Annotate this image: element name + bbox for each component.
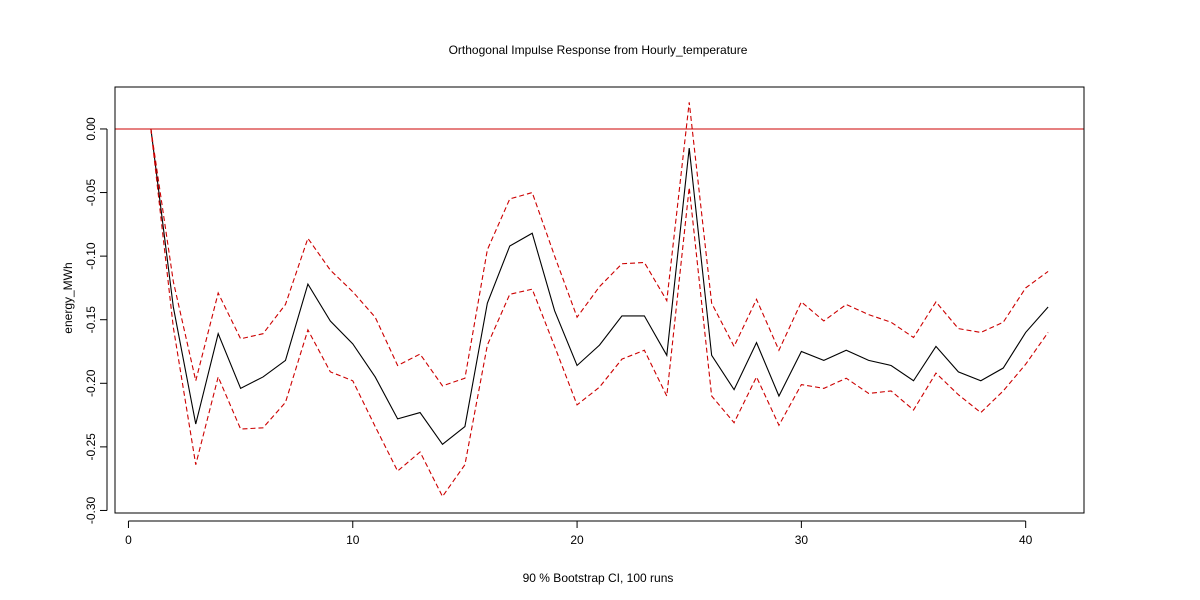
y-axis: 0.00 -0.05 -0.10 -0.15 -0.20 -0.25 -0.30 (84, 117, 108, 524)
x-axis: 0 10 20 30 40 (125, 520, 1033, 547)
series-layer (150, 102, 1049, 498)
y-tick-label: 0.00 (84, 117, 98, 141)
series-upper-line (150, 102, 1049, 387)
y-tick-label: -0.20 (84, 369, 98, 397)
x-tick-label: 10 (346, 533, 360, 547)
x-axis-label: 90 % Bootstrap CI, 100 runs (523, 571, 674, 585)
y-tick-label: -0.25 (84, 433, 98, 461)
x-tick-label: 0 (125, 533, 132, 547)
y-tick-label: -0.10 (84, 242, 98, 270)
series-response-line (150, 128, 1049, 446)
chart-title: Orthogonal Impulse Response from Hourly_… (449, 43, 748, 57)
y-axis-label: energy_MWh (61, 262, 75, 333)
plot-frame (114, 86, 1085, 514)
x-tick-label: 20 (570, 533, 584, 547)
series-lower-line (150, 128, 1049, 498)
x-tick-label: 30 (795, 533, 809, 547)
y-tick-label: -0.30 (84, 496, 98, 524)
y-tick-label: -0.05 (84, 179, 98, 207)
x-tick-label: 40 (1019, 533, 1033, 547)
y-tick-label: -0.15 (84, 306, 98, 334)
